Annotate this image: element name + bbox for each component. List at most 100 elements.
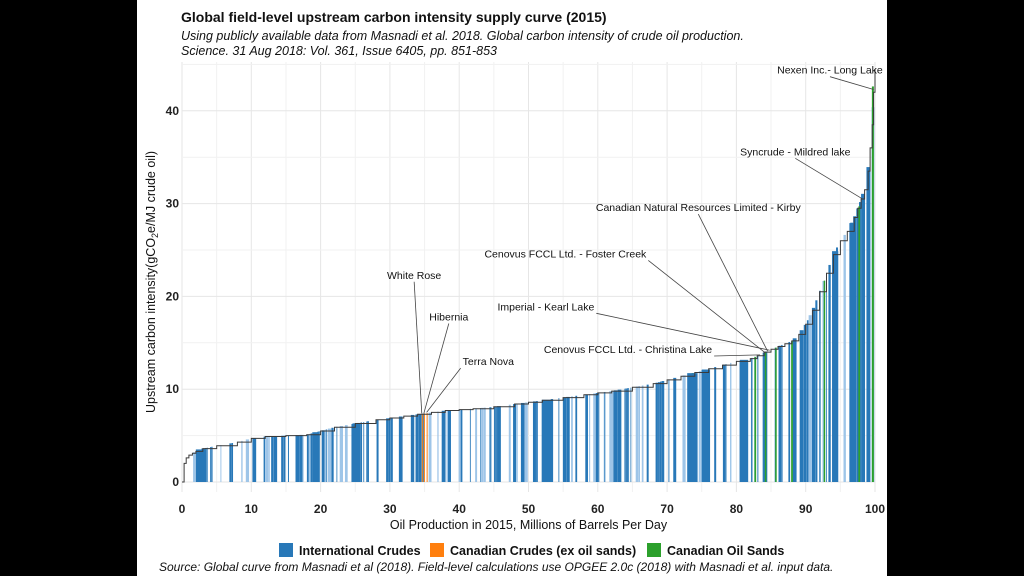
chart-title: Global field-level upstream carbon inten…	[181, 9, 607, 25]
legend-label: International Crudes	[299, 544, 421, 558]
field-bar	[725, 364, 727, 482]
field-bar	[536, 401, 538, 482]
field-bar	[447, 410, 451, 482]
field-bar	[415, 414, 419, 482]
oil-sands-bar	[775, 347, 777, 482]
field-bar	[306, 434, 309, 482]
field-bar	[245, 439, 250, 482]
field-bar	[302, 434, 304, 482]
field-bar	[263, 436, 265, 482]
x-tick-label: 50	[522, 502, 536, 516]
legend-label: Canadian Crudes (ex oil sands)	[450, 544, 636, 558]
field-bar	[682, 375, 686, 482]
y-tick-label: 10	[166, 382, 180, 396]
field-bar	[803, 324, 807, 482]
field-bar	[722, 364, 726, 482]
field-bar	[495, 406, 497, 482]
field-bar	[483, 407, 486, 482]
field-bar	[273, 436, 278, 482]
field-bar	[617, 389, 622, 482]
field-bar	[757, 355, 759, 482]
field-bar	[360, 422, 363, 482]
field-bar	[308, 433, 311, 482]
field-bar	[295, 435, 300, 482]
field-bar	[614, 390, 618, 482]
legend-swatch	[647, 543, 661, 557]
field-bar	[635, 386, 639, 482]
field-bar	[595, 393, 599, 482]
field-bar	[562, 397, 567, 482]
field-bar	[268, 436, 270, 482]
y-tick-label: 40	[166, 104, 180, 118]
field-bar	[627, 388, 629, 482]
field-bar	[271, 436, 274, 482]
canadian-crude-bar	[423, 413, 425, 482]
field-bar	[520, 402, 525, 482]
annotation-leader-line	[413, 281, 423, 414]
field-bar	[628, 388, 630, 482]
annotation-label: Cenovus FCCL Ltd. - Foster Creek	[484, 248, 647, 260]
field-bar	[265, 436, 269, 482]
y-tick-label: 30	[166, 197, 180, 211]
field-bar	[376, 419, 379, 482]
field-bar	[849, 223, 854, 482]
y-axis-label: Upstream carbon intensity(gCO2e/MJ crude…	[144, 151, 160, 413]
field-bar	[750, 358, 752, 482]
field-bar	[299, 434, 303, 482]
annotation-leader-line	[795, 158, 863, 200]
field-bar	[832, 251, 839, 482]
field-bar	[281, 435, 284, 482]
field-bar	[806, 320, 809, 482]
chart-slide: Global field-level upstream carbon inten…	[137, 0, 887, 576]
field-bar	[327, 428, 332, 482]
field-bar	[532, 401, 536, 482]
field-bar	[593, 393, 596, 482]
field-bar	[575, 395, 578, 482]
field-bar	[613, 390, 615, 482]
x-tick-label: 40	[453, 502, 467, 516]
field-bar	[252, 437, 257, 482]
annotation-label: Syncrude - Mildred lake	[740, 146, 850, 158]
field-bar	[866, 167, 871, 482]
field-bar	[310, 433, 313, 482]
x-tick-label: 70	[660, 502, 674, 516]
field-bar	[558, 398, 560, 482]
field-bar	[762, 352, 764, 482]
x-tick-label: 20	[314, 502, 328, 516]
field-bar	[418, 413, 422, 482]
field-bar	[604, 391, 606, 482]
field-bar	[799, 330, 804, 482]
x-axis-label: Oil Production in 2015, Millions of Barr…	[390, 518, 668, 532]
field-bar	[497, 406, 501, 482]
field-bar	[808, 315, 812, 482]
field-bar	[475, 408, 478, 482]
oil-sands-bar	[823, 280, 826, 482]
field-bar	[388, 418, 391, 482]
field-bar	[437, 411, 439, 482]
canadian-crude-bar	[426, 413, 428, 482]
field-bar	[490, 407, 492, 482]
field-bar	[229, 443, 232, 482]
field-bar	[446, 410, 448, 482]
field-bar	[494, 406, 496, 482]
field-bar	[524, 402, 528, 482]
field-bar	[480, 408, 482, 482]
legend-label: Canadian Oil Sands	[667, 544, 784, 558]
field-bar	[774, 347, 776, 482]
field-bar	[489, 407, 491, 482]
field-bar	[367, 421, 369, 482]
annotation-label: Terra Nova	[463, 356, 515, 368]
annotation-leader-line	[426, 367, 461, 413]
y-tick-label: 20	[166, 289, 180, 303]
field-bar	[856, 208, 859, 483]
field-bar	[363, 422, 365, 482]
field-bar	[714, 367, 717, 482]
annotation-label: White Rose	[387, 270, 441, 282]
field-bar	[571, 396, 573, 482]
field-bar	[481, 407, 484, 482]
field-bar	[603, 392, 605, 482]
annotation-leader-line	[648, 260, 766, 354]
field-bar	[336, 426, 338, 482]
field-bar	[339, 426, 344, 482]
field-bar	[811, 307, 816, 482]
